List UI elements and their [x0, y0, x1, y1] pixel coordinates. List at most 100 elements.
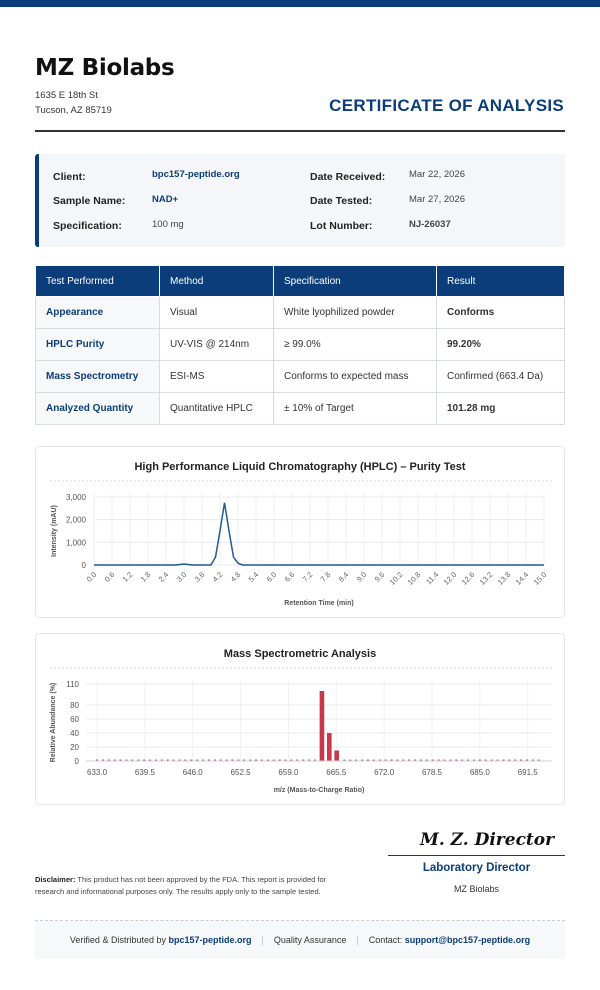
x-axis-label: Retention Time (min)	[284, 600, 353, 607]
x-tick-label: 7.2	[301, 570, 315, 584]
test-name: Analyzed Quantity	[35, 392, 160, 425]
test-name: Appearance	[35, 296, 160, 329]
test-specification: ± 10% of Target	[273, 392, 437, 425]
disclaimer: Disclaimer: This product has not been ap…	[35, 874, 355, 898]
top-accent-bar	[0, 0, 600, 7]
contact-email-link[interactable]: support@bpc157-peptide.org	[404, 935, 531, 945]
ms-noise-bar	[520, 759, 523, 761]
sample-info-box: Client: bpc157-peptide.org Sample Name: …	[35, 154, 565, 247]
ms-peak-bar	[334, 750, 337, 761]
date-tested-value: Mar 27, 2026	[409, 194, 465, 205]
x-tick-label: 685.0	[470, 768, 491, 777]
y-tick-label: 3,000	[66, 493, 87, 502]
signatory-org: MZ Biolabs	[453, 884, 499, 894]
ms-noise-bar	[137, 759, 140, 761]
y-tick-label: 0	[75, 757, 80, 766]
ms-noise-bar	[207, 759, 210, 761]
results-table: Test Performed Method Specification Resu…	[35, 265, 565, 425]
ms-noise-bar	[196, 759, 199, 761]
specification-label: Specification:	[53, 220, 122, 232]
sample-name-value: NAD+	[152, 194, 179, 205]
verified-site-link[interactable]: bpc157-peptide.org	[168, 935, 252, 945]
ms-noise-bar	[101, 759, 104, 761]
document-title: CERTIFICATE OF ANALYSIS	[329, 96, 564, 115]
x-tick-label: 8.4	[337, 570, 351, 584]
ms-noise-bar	[190, 759, 193, 761]
ms-noise-bar	[225, 759, 228, 761]
ms-noise-bar	[431, 759, 434, 761]
x-tick-label: 646.0	[183, 768, 204, 777]
ms-noise-bar	[343, 759, 346, 761]
ms-peak-bar	[321, 691, 325, 761]
x-tick-label: 1.8	[139, 570, 153, 584]
x-tick-label: 3.6	[193, 570, 207, 584]
x-tick-label: 13.8	[496, 570, 513, 587]
footer-qa: Quality Assurance	[273, 935, 347, 945]
ms-noise-bar	[525, 759, 528, 761]
y-tick-label: 2,000	[66, 516, 87, 525]
signature: M. Z. Director	[420, 830, 555, 850]
ms-noise-bar	[172, 759, 175, 761]
date-received-label: Date Received:	[310, 171, 386, 183]
y-tick-label: 0	[82, 561, 87, 570]
ms-noise-bar	[237, 759, 240, 761]
test-name: HPLC Purity	[35, 328, 160, 361]
ms-noise-bar	[484, 759, 487, 761]
ms-noise-bar	[113, 759, 116, 761]
header-divider	[35, 130, 565, 132]
ms-noise-bar	[414, 759, 417, 761]
header-method: Method	[159, 265, 274, 297]
x-tick-label: 9.6	[373, 570, 387, 584]
ms-noise-bar	[284, 759, 287, 761]
ms-noise-bar	[290, 759, 293, 761]
x-tick-label: 665.5	[326, 768, 347, 777]
ms-noise-bar	[313, 759, 316, 761]
ms-noise-bar	[490, 759, 493, 761]
y-tick-label: 20	[70, 743, 79, 752]
x-tick-label: 10.8	[406, 570, 423, 587]
x-tick-label: 3.0	[175, 570, 189, 584]
ms-noise-bar	[396, 759, 399, 761]
table-row: HPLC Purity UV-VIS @ 214nm ≥ 99.0% 99.20…	[35, 328, 565, 361]
hplc-chart: 0 1,000 2,000 3,000 0.0 0.6 1.2 1.8 2.4 3.0 3.6 4.2…	[50, 480, 552, 607]
footer-divider	[35, 920, 565, 921]
ms-noise-bar	[478, 759, 481, 761]
ms-noise-bar	[349, 759, 352, 761]
ms-chart-title: Mass Spectrometric Analysis	[223, 648, 377, 660]
specification-value: 100 mg	[152, 219, 184, 230]
hplc-chart-title: High Performance Liquid Chromatography (…	[134, 461, 466, 473]
ms-noise-bar	[419, 759, 422, 761]
address-line-1: 1635 E 18th St	[35, 90, 98, 101]
x-tick-label: 659.0	[278, 768, 299, 777]
ms-noise-bar	[125, 759, 128, 761]
header-test: Test Performed	[35, 265, 160, 297]
x-tick-label: 12.6	[460, 570, 477, 587]
hplc-chart-panel: High Performance Liquid Chromatography (…	[35, 446, 565, 618]
ms-noise-bar	[378, 759, 381, 761]
table-header-row: Test Performed Method Specification Resu…	[35, 265, 565, 297]
x-tick-label: 10.2	[388, 570, 405, 587]
verified-prefix: Verified & Distributed by	[69, 935, 166, 945]
ms-noise-bar	[96, 759, 99, 761]
company-name: MZ Biolabs	[35, 55, 175, 81]
x-tick-label: 639.5	[135, 768, 156, 777]
footer-separator: |	[356, 935, 359, 945]
x-tick-label: 6.0	[265, 570, 279, 584]
ms-noise-bar	[154, 759, 157, 761]
x-tick-label: 11.4	[424, 570, 440, 586]
ms-noise-bar	[202, 759, 205, 761]
ms-noise-bar	[402, 759, 405, 761]
test-method: Visual	[159, 296, 274, 329]
hplc-series-line	[94, 502, 544, 566]
x-tick-label: 678.5	[422, 768, 443, 777]
ms-noise-bar	[408, 759, 411, 761]
signature-line	[388, 855, 565, 856]
x-tick-label: 9.0	[355, 570, 369, 584]
table-row: Mass Spectrometry ESI-MS Conforms to exp…	[35, 360, 565, 393]
ms-chart: 0 20 40 60 80 110 633.0 639.5 646.0 652.5 659.0 665…	[50, 667, 552, 794]
ms-noise-bar	[372, 759, 375, 761]
ms-noise-bar	[249, 759, 252, 761]
test-specification: ≥ 99.0%	[273, 328, 437, 361]
ms-noise-bar	[467, 759, 470, 761]
ms-noise-bar	[514, 759, 517, 761]
